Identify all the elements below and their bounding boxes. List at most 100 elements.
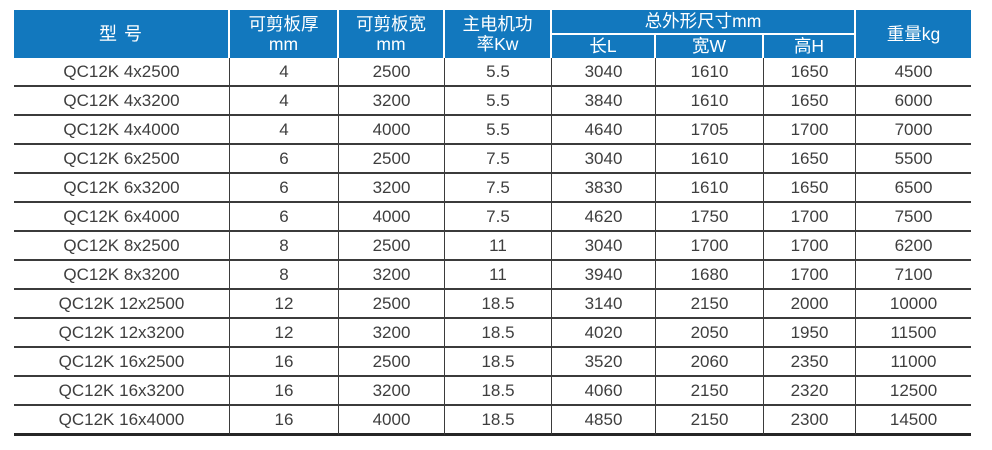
thickness-cell: 6 [230,174,339,203]
height-cell: 2000 [764,290,857,319]
header-height: 高H [764,35,857,58]
table-row: QC12K 8x2500 8 2500 11 3040 1700 1700 6200 [14,232,972,261]
weight-cell: 4500 [856,58,972,87]
width-cell: 1705 [656,116,764,145]
model-cell: QC12K 8x2500 [14,232,230,261]
table-row: QC12K 4x4000 4 4000 5.5 4640 1705 1700 7000 [14,116,972,145]
thickness-cell: 12 [230,290,339,319]
weight-cell: 7100 [856,261,972,290]
thickness-cell: 4 [230,58,339,87]
motor-power-cell: 18.5 [445,377,552,406]
table-row: QC12K 6x2500 6 2500 7.5 3040 1610 1650 5500 [14,145,972,174]
cut-width-cell: 3200 [339,174,445,203]
cut-width-cell: 3200 [339,261,445,290]
cut-width-cell: 3200 [339,87,445,116]
model-cell: QC12K 12x2500 [14,290,230,319]
motor-power-cell: 7.5 [445,174,552,203]
cut-width-cell: 4000 [339,116,445,145]
width-cell: 1610 [656,145,764,174]
height-cell: 1700 [764,232,857,261]
height-cell: 1700 [764,261,857,290]
length-cell: 3520 [552,348,656,377]
motor-power-cell: 11 [445,261,552,290]
header-length: 长L [552,35,656,58]
height-cell: 2300 [764,406,857,436]
thickness-cell: 8 [230,261,339,290]
thickness-cell: 16 [230,406,339,436]
motor-power-cell: 18.5 [445,406,552,436]
length-cell: 3040 [552,58,656,87]
width-cell: 1610 [656,87,764,116]
length-cell: 4020 [552,319,656,348]
header-motor-power: 主电机功 率Kw [445,10,552,58]
weight-cell: 11000 [856,348,972,377]
table-row: QC12K 6x3200 6 3200 7.5 3830 1610 1650 6500 [14,174,972,203]
header-weight: 重量kg [856,10,972,58]
model-cell: QC12K 16x2500 [14,348,230,377]
weight-cell: 6500 [856,174,972,203]
table-row: QC12K 16x3200 16 3200 18.5 4060 2150 2320 12500 [14,377,972,406]
table-row: QC12K 6x4000 6 4000 7.5 4620 1750 1700 7500 [14,203,972,232]
cut-width-cell: 4000 [339,406,445,436]
thickness-cell: 4 [230,116,339,145]
table-row: QC12K 12x3200 12 3200 18.5 4020 2050 1950 11500 [14,319,972,348]
weight-cell: 14500 [856,406,972,436]
weight-cell: 6000 [856,87,972,116]
header-width: 宽W [656,35,764,58]
model-cell: QC12K 16x4000 [14,406,230,436]
motor-power-cell: 18.5 [445,319,552,348]
table-header: 型 号 可剪板厚 mm 可剪板宽 mm 主电机功 率Kw 总外形尺寸mm 重量k… [14,10,972,58]
weight-cell: 5500 [856,145,972,174]
length-cell: 3940 [552,261,656,290]
length-cell: 3830 [552,174,656,203]
cut-width-cell: 2500 [339,232,445,261]
width-cell: 1700 [656,232,764,261]
cut-width-cell: 2500 [339,145,445,174]
motor-power-cell: 5.5 [445,87,552,116]
model-cell: QC12K 6x3200 [14,174,230,203]
thickness-cell: 8 [230,232,339,261]
spec-table-container: 型 号 可剪板厚 mm 可剪板宽 mm 主电机功 率Kw 总外形尺寸mm 重量k… [14,10,972,436]
cut-width-cell: 2500 [339,290,445,319]
thickness-cell: 6 [230,145,339,174]
model-cell: QC12K 8x3200 [14,261,230,290]
height-cell: 1650 [764,174,857,203]
height-cell: 1650 [764,58,857,87]
weight-cell: 7500 [856,203,972,232]
height-cell: 2320 [764,377,857,406]
width-cell: 2150 [656,290,764,319]
motor-power-cell: 7.5 [445,203,552,232]
width-cell: 1680 [656,261,764,290]
height-cell: 1650 [764,87,857,116]
spec-table: 型 号 可剪板厚 mm 可剪板宽 mm 主电机功 率Kw 总外形尺寸mm 重量k… [14,10,972,436]
width-cell: 1610 [656,58,764,87]
table-row: QC12K 12x2500 12 2500 18.5 3140 2150 2000 10000 [14,290,972,319]
length-cell: 3140 [552,290,656,319]
model-cell: QC12K 12x3200 [14,319,230,348]
length-cell: 4850 [552,406,656,436]
width-cell: 2060 [656,348,764,377]
width-cell: 2050 [656,319,764,348]
cut-width-cell: 3200 [339,319,445,348]
thickness-cell: 4 [230,87,339,116]
cut-width-cell: 4000 [339,203,445,232]
cut-width-cell: 2500 [339,58,445,87]
thickness-cell: 12 [230,319,339,348]
motor-power-cell: 7.5 [445,145,552,174]
model-cell: QC12K 6x4000 [14,203,230,232]
height-cell: 1700 [764,203,857,232]
thickness-cell: 6 [230,203,339,232]
length-cell: 4640 [552,116,656,145]
header-dimensions-group: 总外形尺寸mm [552,10,857,35]
table-row: QC12K 4x2500 4 2500 5.5 3040 1610 1650 4500 [14,58,972,87]
weight-cell: 11500 [856,319,972,348]
header-model: 型 号 [14,10,230,58]
width-cell: 1610 [656,174,764,203]
table-row: QC12K 4x3200 4 3200 5.5 3840 1610 1650 6000 [14,87,972,116]
model-cell: QC12K 4x4000 [14,116,230,145]
width-cell: 1750 [656,203,764,232]
width-cell: 2150 [656,406,764,436]
model-cell: QC12K 4x3200 [14,87,230,116]
thickness-cell: 16 [230,348,339,377]
header-cut-width: 可剪板宽 mm [339,10,445,58]
